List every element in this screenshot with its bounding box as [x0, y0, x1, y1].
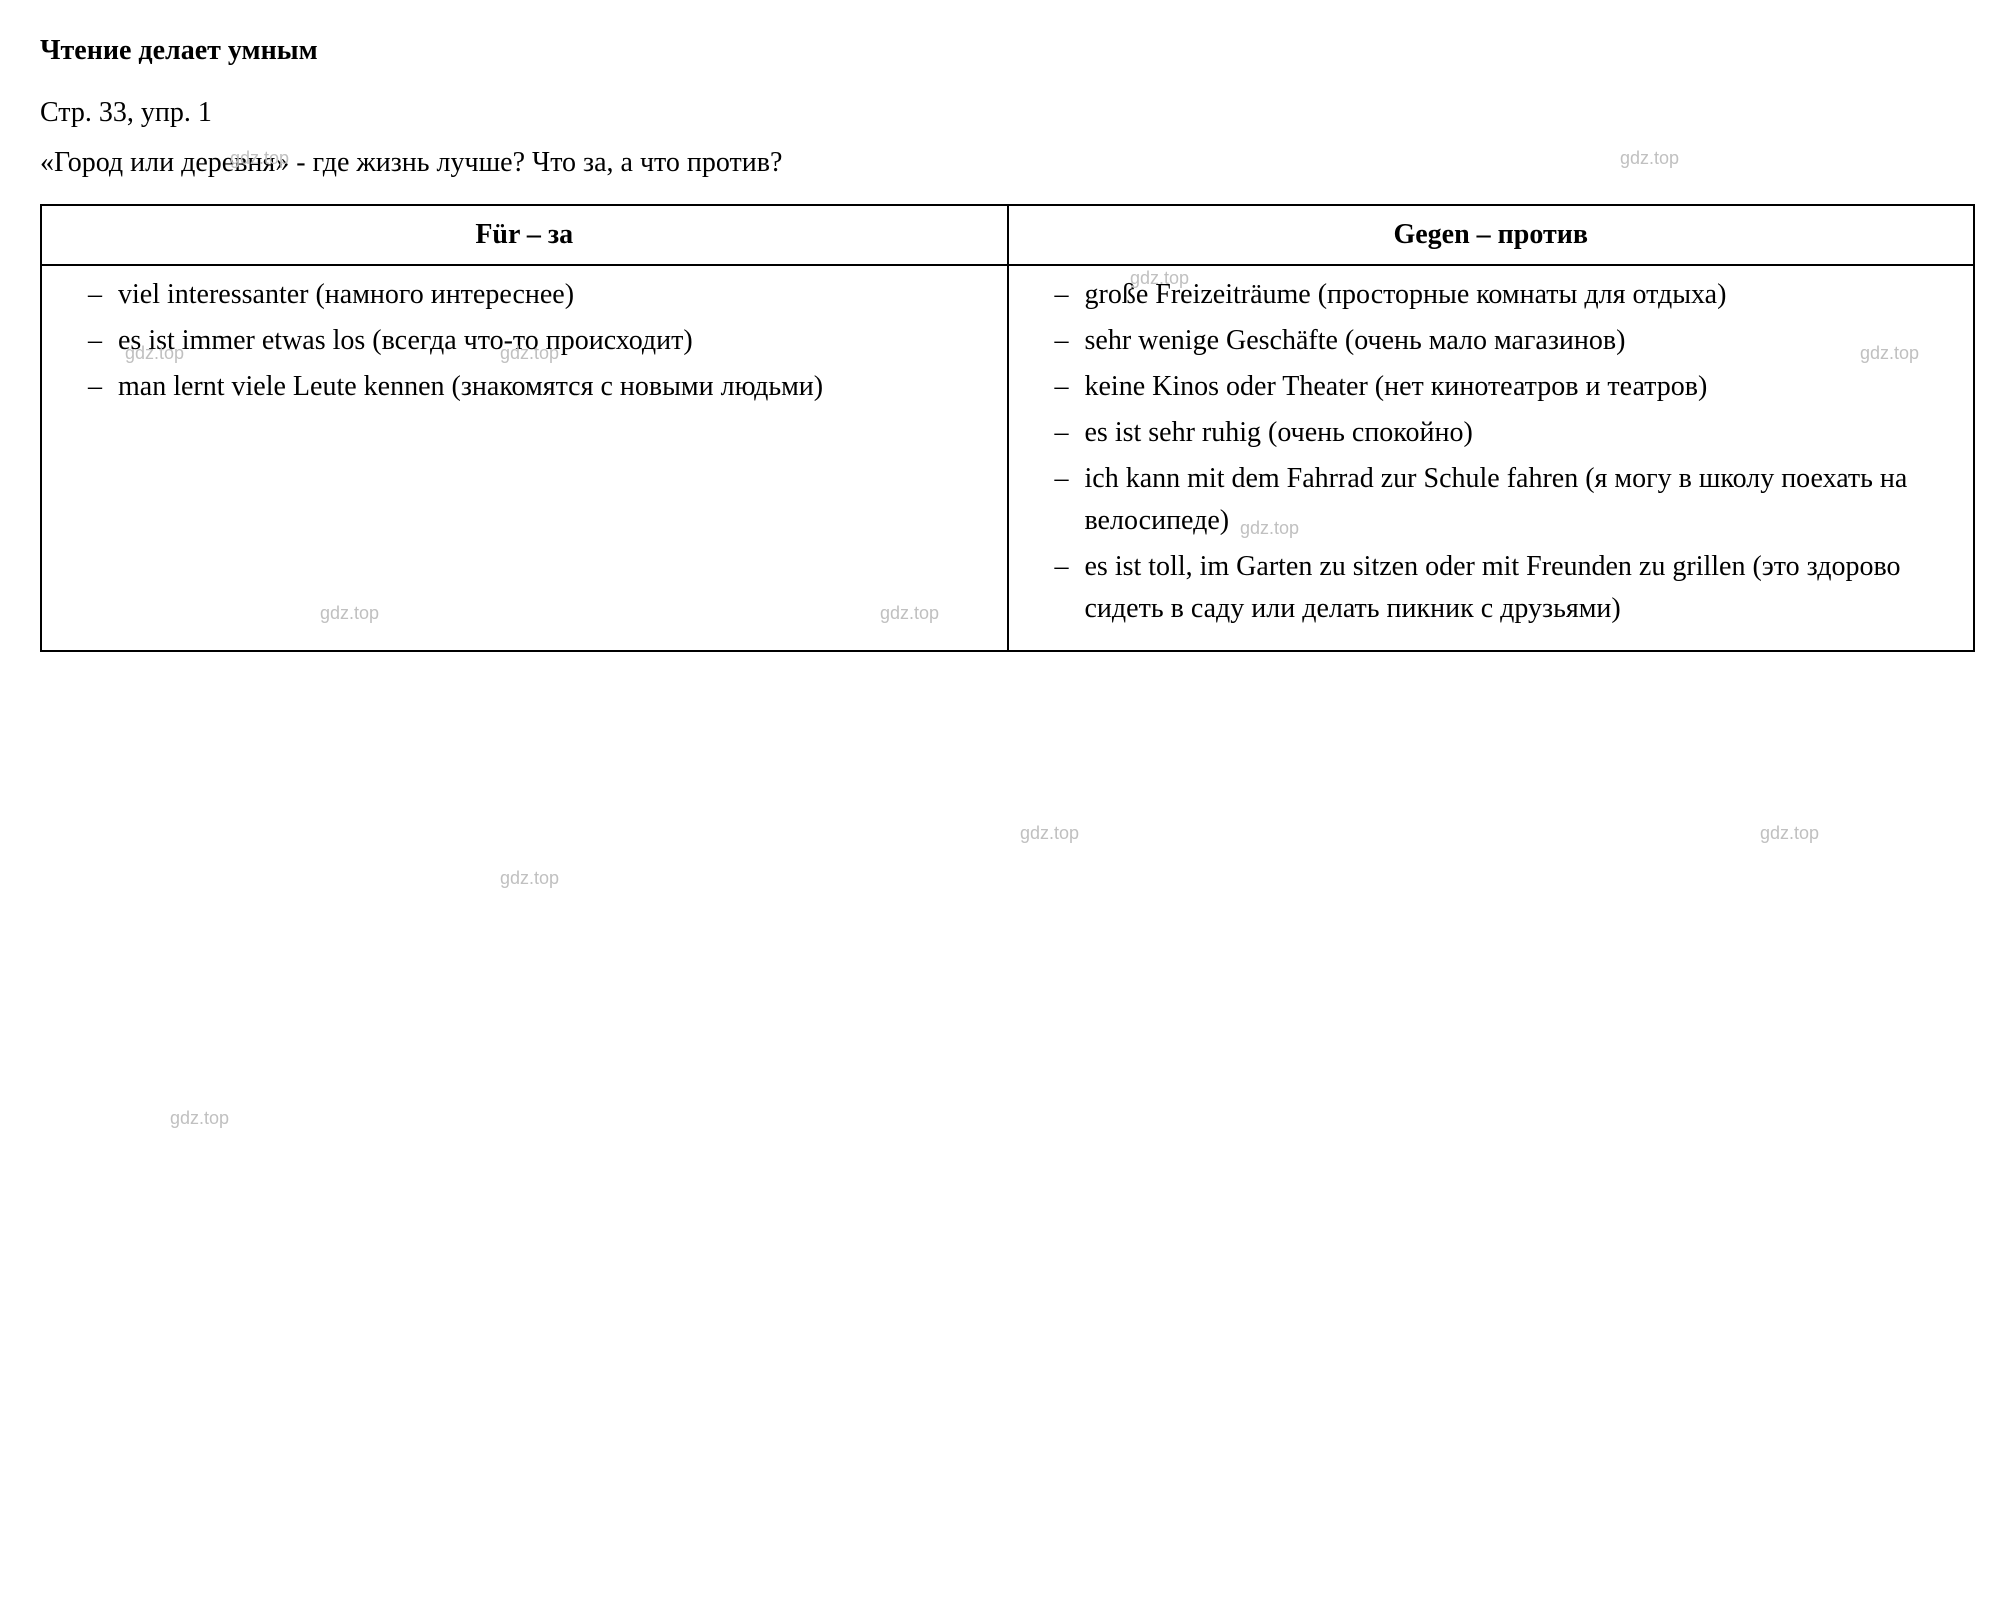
list-item: es ist immer etwas los (всегда что-то пр… [88, 320, 991, 362]
table-header-row: Für – за Gegen – против [41, 205, 1974, 265]
list-item: sehr wenige Geschäfte (очень мало магази… [1055, 320, 1958, 362]
document-content: Чтение делает умным Стр. 33, упр. 1 «Гор… [40, 30, 1975, 652]
pros-cons-table: Für – за Gegen – против viel interessant… [40, 204, 1975, 652]
against-list: große Freizeiträume (просторные комнаты … [1025, 274, 1958, 630]
list-item: ich kann mit dem Fahrrad zur Schule fahr… [1055, 458, 1958, 542]
question-text: «Город или деревня» - где жизнь лучше? Ч… [40, 142, 1975, 184]
list-item: viel interessanter (намного интереснее) [88, 274, 991, 316]
list-item: man lernt viele Leute kennen (знакомятся… [88, 366, 991, 408]
against-cell: große Freizeiträume (просторные комнаты … [1008, 265, 1975, 651]
watermark-text: gdz.top [1020, 820, 1079, 847]
list-item: es ist sehr ruhig (очень спокойно) [1055, 412, 1958, 454]
document-title: Чтение делает умным [40, 30, 1975, 72]
header-against: Gegen – против [1008, 205, 1975, 265]
list-item: große Freizeiträume (просторные комнаты … [1055, 274, 1958, 316]
list-item: es ist toll, im Garten zu sitzen oder mi… [1055, 546, 1958, 630]
page-reference: Стр. 33, упр. 1 [40, 92, 1975, 134]
watermark-text: gdz.top [1760, 820, 1819, 847]
for-list: viel interessanter (намного интереснее) … [58, 274, 991, 408]
header-for: Für – за [41, 205, 1008, 265]
list-item: keine Kinos oder Theater (нет кинотеатро… [1055, 366, 1958, 408]
table-row: viel interessanter (намного интереснее) … [41, 265, 1974, 651]
watermark-text: gdz.top [500, 865, 559, 892]
for-cell: viel interessanter (намного интереснее) … [41, 265, 1008, 651]
watermark-text: gdz.top [170, 1105, 229, 1132]
